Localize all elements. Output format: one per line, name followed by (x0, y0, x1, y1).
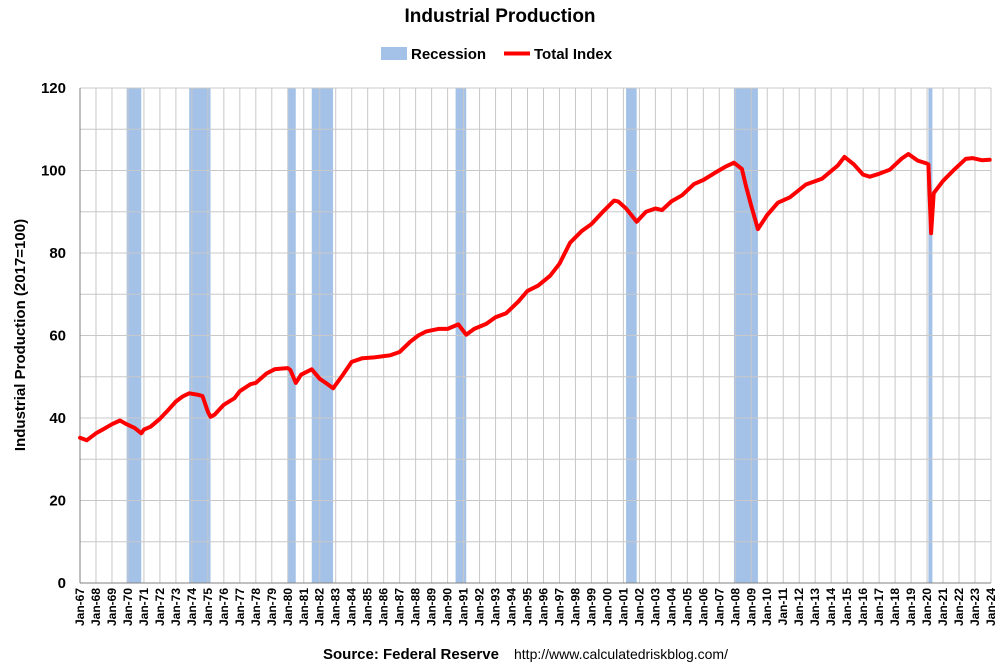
x-tick-label: Jan-75 (201, 588, 215, 626)
x-tick-label: Jan-96 (536, 588, 550, 626)
y-tick-label: 0 (58, 575, 66, 592)
x-tick-label: Jan-94 (505, 588, 519, 626)
x-tick-label: Jan-03 (648, 588, 662, 626)
y-tick-label: 20 (49, 493, 66, 510)
y-tick-label: 40 (49, 410, 66, 427)
x-tick-label: Jan-16 (856, 588, 870, 626)
x-tick-label: Jan-89 (425, 588, 439, 626)
y-axis-label: Industrial Production (2017=100) (12, 219, 29, 451)
x-tick-label: Jan-19 (904, 588, 918, 626)
x-tick-label: Jan-78 (249, 588, 263, 626)
x-tick-label: Jan-24 (984, 588, 998, 626)
x-tick-label: Jan-92 (473, 588, 487, 626)
x-tick-label: Jan-80 (281, 588, 295, 626)
y-tick-label: 60 (49, 328, 66, 345)
x-tick-label: Jan-18 (888, 588, 902, 626)
x-tick-label: Jan-74 (185, 588, 199, 626)
x-tick-label: Jan-00 (600, 588, 614, 626)
x-tick-label: Jan-11 (776, 588, 790, 626)
x-tick-label: Jan-06 (696, 588, 710, 626)
y-tick-label: 100 (41, 163, 66, 180)
source-label: Source: Federal Reserve (323, 646, 499, 663)
x-tick-label: Jan-69 (105, 588, 119, 626)
x-tick-label: Jan-77 (233, 588, 247, 626)
series-line-total-index (78, 152, 992, 443)
x-tick-label: Jan-99 (584, 588, 598, 626)
x-tick-label: Jan-09 (744, 588, 758, 626)
x-tick-label: Jan-97 (552, 588, 566, 626)
x-tick-label: Jan-73 (169, 588, 183, 626)
x-tick-label: Jan-15 (840, 588, 854, 626)
axes (79, 88, 991, 584)
x-tick-label: Jan-79 (265, 588, 279, 626)
x-tick-label: Jan-10 (760, 588, 774, 626)
x-tick-label: Jan-98 (568, 588, 582, 626)
x-tick-label: Jan-17 (872, 588, 886, 626)
x-tick-label: Jan-72 (153, 588, 167, 626)
series-total-index (78, 152, 992, 443)
x-tick-label: Jan-81 (297, 588, 311, 626)
x-tick-label: Jan-84 (345, 588, 359, 626)
gridlines (79, 87, 992, 584)
x-tick-label: Jan-67 (73, 588, 87, 626)
x-tick-label: Jan-82 (313, 588, 327, 626)
x-tick-label: Jan-07 (712, 588, 726, 626)
x-tick-label: Jan-71 (137, 588, 151, 626)
x-tick-label: Jan-12 (792, 588, 806, 626)
x-tick-label: Jan-87 (393, 588, 407, 626)
x-tick-label: Jan-85 (361, 588, 375, 626)
x-axis-ticks: Jan-67 Jan-68 Jan-69 Jan-70 Jan-71 Jan-72 Jan-… (73, 588, 998, 626)
x-tick-label: Jan-20 (920, 588, 934, 626)
x-tick-label: Jan-14 (824, 588, 838, 626)
legend-label-total-index: Total Index (534, 46, 613, 63)
x-tick-label: Jan-01 (616, 588, 630, 626)
legend-label-recession: Recession (411, 46, 486, 63)
x-tick-label: Jan-88 (409, 588, 423, 626)
x-tick-label: Jan-05 (680, 588, 694, 626)
chart-title: Industrial Production (404, 6, 595, 27)
x-tick-label: Jan-76 (217, 588, 231, 626)
x-tick-label: Jan-23 (968, 588, 982, 626)
y-axis-ticks: 0 20 40 60 80 100 120 (41, 80, 66, 592)
legend: Recession Total Index (381, 46, 613, 63)
x-tick-label: Jan-68 (89, 588, 103, 626)
x-tick-label: Jan-02 (632, 588, 646, 626)
x-tick-label: Jan-04 (664, 588, 678, 626)
y-tick-label: 80 (49, 245, 66, 262)
x-tick-label: Jan-91 (457, 588, 471, 626)
x-tick-label: Jan-95 (521, 588, 535, 626)
x-tick-label: Jan-70 (121, 588, 135, 626)
x-tick-label: Jan-90 (441, 588, 455, 626)
x-tick-label: Jan-21 (936, 588, 950, 626)
x-tick-label: Jan-08 (728, 588, 742, 626)
legend-swatch-recession (381, 47, 407, 60)
x-tick-label: Jan-22 (952, 588, 966, 626)
x-tick-label: Jan-83 (329, 588, 343, 626)
x-tick-label: Jan-86 (377, 588, 391, 626)
x-tick-label: Jan-13 (808, 588, 822, 626)
y-tick-label: 120 (41, 80, 66, 97)
x-tick-label: Jan-93 (489, 588, 503, 626)
source-url: http://www.calculatedriskblog.com/ (514, 646, 728, 662)
